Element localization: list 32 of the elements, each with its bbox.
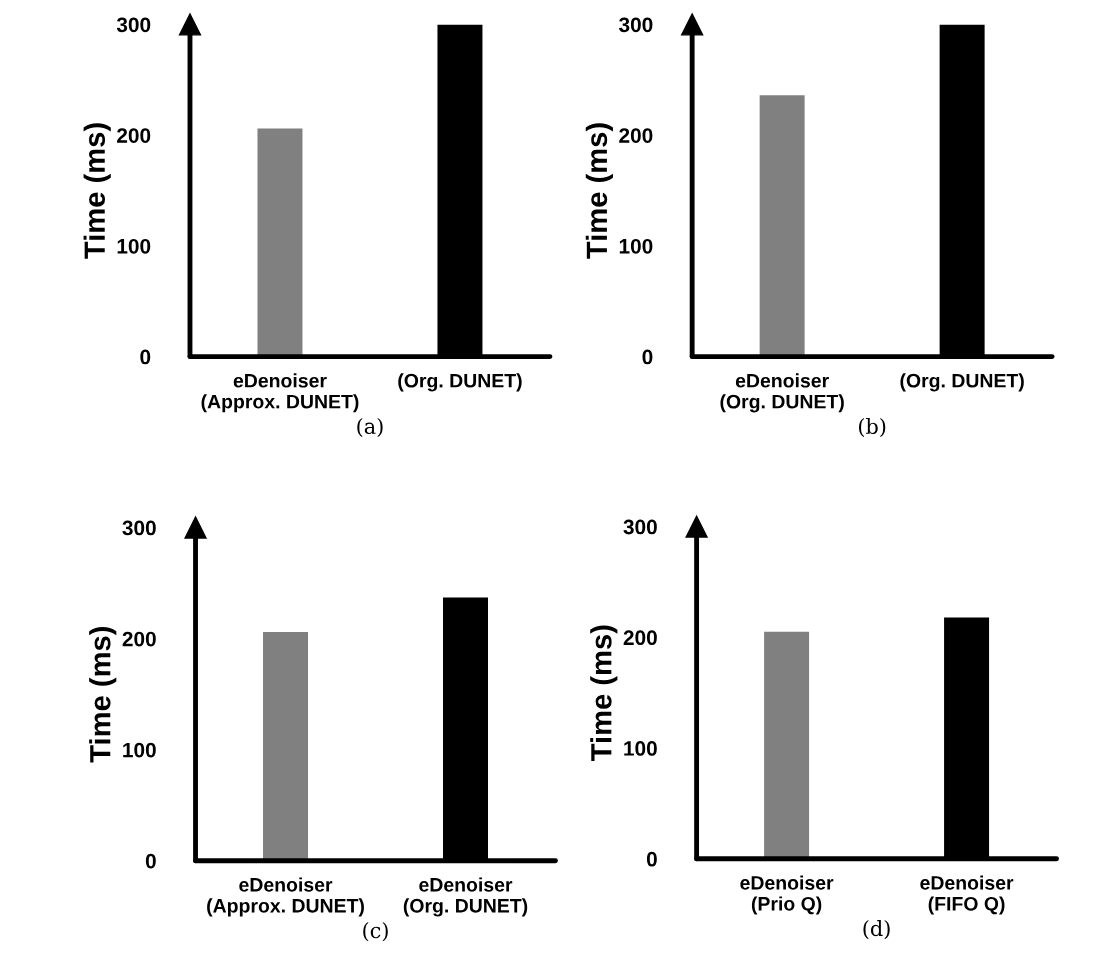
x-tick-label: (Org. DUNET)	[900, 373, 1024, 392]
x-tick-label: eDenoiser (FIFO Q)	[920, 875, 1014, 915]
y-tick-label: 200	[122, 631, 156, 647]
y-tick-label: 300	[116, 17, 151, 33]
y-tick-label: 300	[623, 519, 657, 535]
y-tick-label: 0	[145, 853, 156, 869]
y-tick-label: 100	[117, 238, 151, 254]
y-axis-title: Time (ms)	[89, 626, 117, 763]
y-tick-label: 100	[123, 742, 156, 758]
x-axis-title: (c)	[363, 922, 388, 942]
x-axis-title: (d)	[863, 920, 890, 940]
y-tick-label: 0	[646, 851, 657, 867]
y-tick-label: 0	[140, 349, 151, 365]
x-tick-label: (Org. DUNET)	[398, 373, 522, 392]
y-tick-label: 200	[117, 128, 151, 143]
y-tick-label: 300	[122, 520, 156, 536]
y-tick-label: 100	[619, 238, 653, 254]
y-axis-title: Time (ms)	[585, 123, 613, 259]
x-tick-label: eDenoiser (Org. DUNET)	[403, 877, 528, 917]
y-tick-label: 100	[624, 741, 657, 756]
y-tick-label: 0	[642, 349, 653, 365]
y-axis-title: Time (ms)	[590, 625, 618, 761]
y-axis-title: Time (ms)	[83, 123, 111, 259]
x-axis-title: (b)	[858, 417, 886, 438]
y-tick-label: 200	[623, 630, 657, 646]
x-tick-label: eDenoiser (Prio Q)	[740, 875, 834, 915]
x-tick-label: eDenoiser (Approx. DUNET)	[207, 877, 364, 917]
x-tick-label: eDenoiser (Approx. DUNET)	[201, 373, 359, 413]
x-tick-label: eDenoiser (Org. DUNET)	[720, 373, 844, 413]
y-tick-label: 300	[618, 17, 653, 33]
y-tick-label: 200	[619, 128, 653, 143]
x-axis-title: (a)	[357, 417, 383, 437]
